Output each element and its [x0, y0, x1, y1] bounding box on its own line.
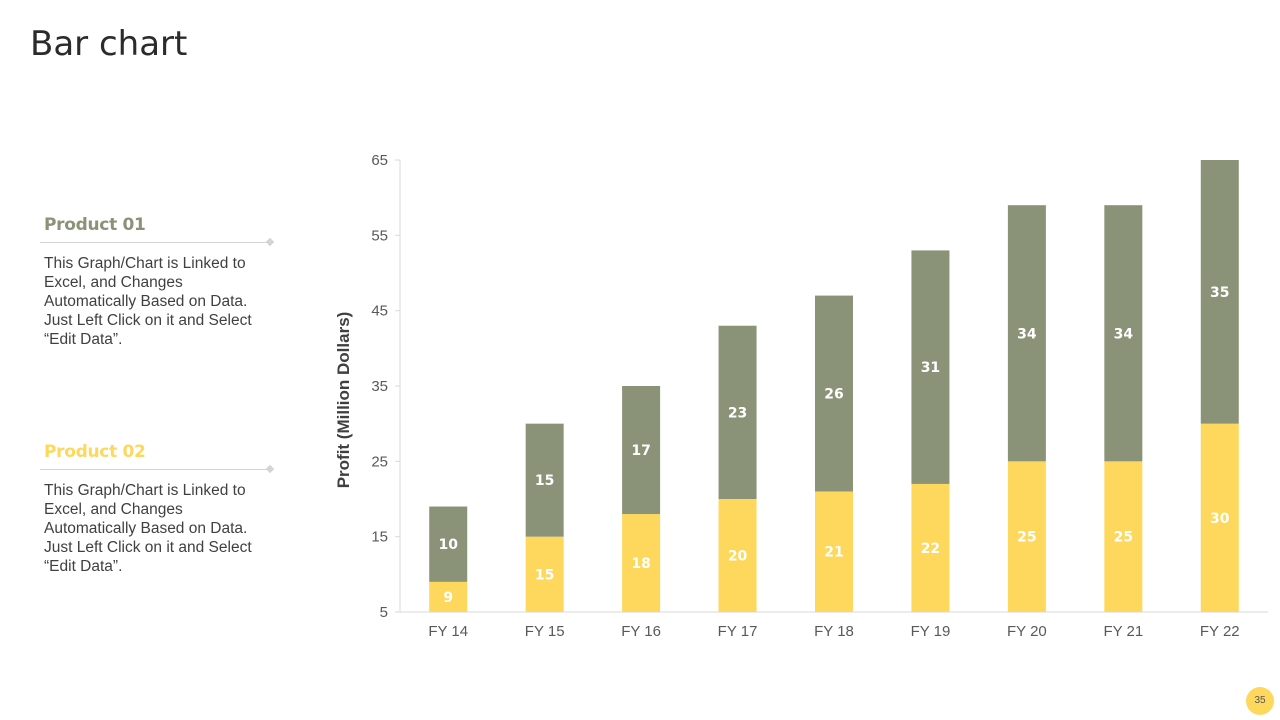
bar-segment — [525, 423, 564, 537]
bar-segment — [429, 581, 468, 612]
y-tick-label: 25 — [371, 453, 388, 470]
product-01-description: This Graph/Chart is Linked to Excel, and… — [44, 255, 252, 348]
x-tick-label: FY 20 — [1007, 623, 1047, 640]
bar-segment — [815, 491, 853, 612]
y-axis-title: Profit (Million Dollars) — [334, 312, 353, 489]
bar-segment — [429, 506, 468, 582]
page-title: Bar chart — [30, 24, 188, 64]
bar-segment — [1200, 160, 1239, 424]
product-01-title: Product 01 — [44, 215, 146, 235]
data-label: 34 — [1017, 326, 1037, 342]
data-label: 21 — [824, 545, 843, 561]
bar-segment — [718, 325, 757, 499]
bar-segment — [1104, 205, 1143, 462]
x-tick-label: FY 17 — [718, 623, 758, 640]
product-02-title: Product 02 — [44, 442, 146, 462]
x-tick-label: FY 21 — [1103, 623, 1143, 640]
bar-segment — [815, 295, 853, 492]
data-label: 22 — [921, 541, 940, 557]
data-label: 25 — [1017, 530, 1036, 546]
data-label: 23 — [728, 405, 747, 421]
data-label: 15 — [535, 567, 554, 583]
x-tick-label: FY 22 — [1200, 623, 1240, 640]
bar-segment — [1200, 423, 1239, 612]
data-label: 25 — [1114, 530, 1133, 546]
bar-segment — [718, 499, 757, 612]
product-01-divider — [40, 237, 275, 247]
bar-segment — [911, 483, 950, 612]
x-tick-label: FY 16 — [621, 623, 661, 640]
product-02-divider — [40, 464, 275, 474]
x-tick-label: FY 15 — [525, 623, 565, 640]
bar-segment — [622, 514, 661, 612]
bar-segment — [1104, 461, 1143, 612]
product-02-description: This Graph/Chart is Linked to Excel, and… — [44, 482, 252, 575]
bar-segment — [1007, 205, 1046, 462]
data-label: 10 — [438, 537, 458, 553]
bar-segment — [525, 536, 564, 612]
data-label: 18 — [631, 556, 650, 572]
y-tick-label: 55 — [371, 227, 388, 244]
product-02-block: Product 02 This Graph/Chart is Linked to… — [40, 442, 276, 576]
data-label: 17 — [631, 443, 650, 459]
data-label: 30 — [1210, 511, 1230, 527]
x-tick-label: FY 18 — [814, 623, 854, 640]
data-label: 31 — [921, 360, 940, 376]
product-01-block: Product 01 This Graph/Chart is Linked to… — [40, 215, 276, 349]
y-tick-label: 5 — [380, 604, 388, 621]
x-tick-label: FY 19 — [911, 623, 951, 640]
y-tick-label: 35 — [371, 378, 388, 395]
data-label: 15 — [535, 473, 554, 489]
bar-segment — [622, 386, 661, 515]
data-label: 26 — [824, 387, 843, 403]
x-tick-label: FY 14 — [428, 623, 468, 640]
data-label: 34 — [1114, 326, 1134, 342]
bar-segment — [1007, 461, 1046, 612]
y-tick-label: 65 — [371, 152, 388, 169]
data-label: 20 — [728, 549, 748, 565]
data-label: 9 — [443, 590, 453, 606]
y-tick-label: 45 — [371, 303, 388, 320]
y-tick-label: 15 — [371, 529, 388, 546]
bar-segment — [911, 250, 950, 484]
page-number-badge: 35 — [1246, 687, 1274, 715]
data-label: 35 — [1210, 285, 1229, 301]
